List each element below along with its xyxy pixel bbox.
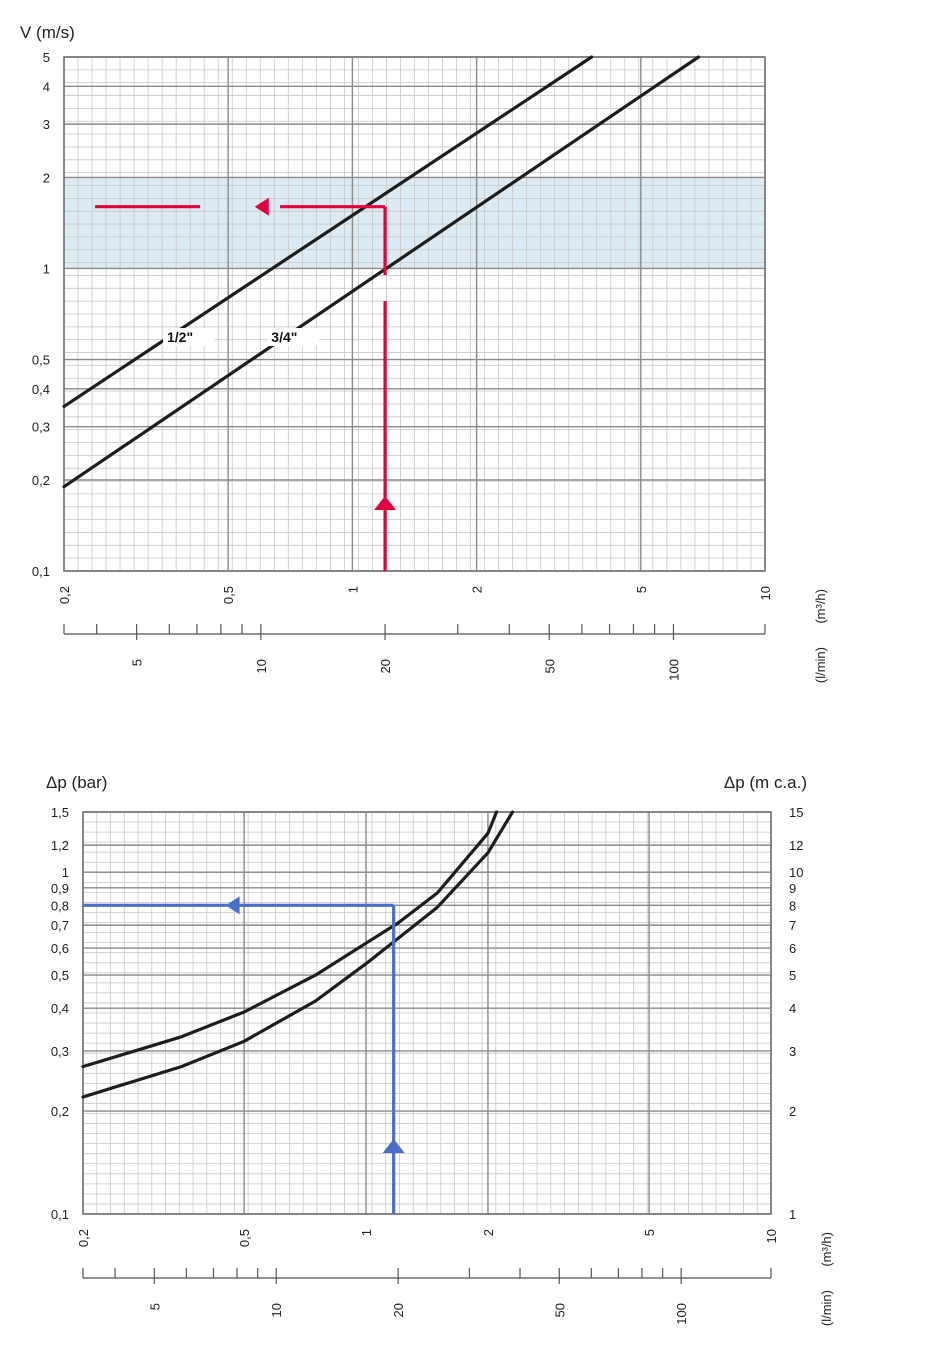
y2-axis-title: Δp (m c.a.) (724, 773, 807, 792)
y2-tick-label: 6 (789, 941, 796, 956)
y2-tick-label: 8 (789, 898, 796, 913)
y2-tick-label: 3 (789, 1044, 796, 1059)
y-tick-label: 0,1 (32, 564, 50, 579)
annotation-arrow-up (374, 496, 397, 510)
y-axis-title: V (m/s) (20, 23, 75, 42)
x2-tick-label: 20 (391, 1303, 406, 1317)
series-label-bg (163, 328, 216, 347)
y-tick-label: 0,1 (51, 1207, 69, 1222)
y-tick-label: 4 (43, 79, 50, 94)
y-tick-label: 0,2 (32, 473, 50, 488)
y-tick-label: 0,3 (32, 420, 50, 435)
y-tick-label: 1,2 (51, 838, 69, 853)
x2-axis-unit: (l/min) (813, 647, 828, 683)
plot-frame (63, 56, 766, 572)
x2-axis-unit: (l/min) (819, 1290, 834, 1326)
y-axis-title: Δp (bar) (46, 773, 107, 792)
y-tick-label: 0,9 (51, 881, 69, 896)
y-tick-label: 0,5 (32, 353, 50, 368)
series-line-1 (81, 810, 499, 1069)
x2-tick-label: 50 (552, 1303, 567, 1317)
y2-tick-label: 15 (789, 805, 803, 820)
y-tick-label: 2 (43, 170, 50, 185)
x-axis-unit: (m³/h) (813, 589, 828, 624)
y2-tick-label: 10 (789, 865, 803, 880)
y-tick-label: 0,8 (51, 898, 69, 913)
x-tick-label: 2 (470, 586, 485, 593)
y-tick-label: 5 (43, 50, 50, 65)
annotation-arrow-left (225, 896, 240, 915)
x-tick-label: 10 (764, 1229, 779, 1243)
x2-tick-label: 50 (542, 659, 557, 673)
y-tick-label: 0,7 (51, 918, 69, 933)
y2-tick-label: 7 (789, 918, 796, 933)
y-tick-label: 3 (43, 117, 50, 132)
x-tick-label: 0,5 (237, 1229, 252, 1247)
series-label: 3/4" (271, 329, 297, 345)
y2-tick-label: 1 (789, 1207, 796, 1222)
series-label-bg (267, 328, 320, 347)
x2-tick-label: 100 (666, 659, 681, 681)
series-label: 1/2" (167, 329, 193, 345)
x2-tick-label: 10 (254, 659, 269, 673)
x2-tick-label: 100 (674, 1303, 689, 1325)
y2-tick-label: 4 (789, 1001, 796, 1016)
annotation-arrow-up (382, 1139, 405, 1153)
x-axis-unit: (m³/h) (819, 1232, 834, 1267)
y2-tick-label: 9 (789, 881, 796, 896)
x-tick-label: 5 (642, 1229, 657, 1236)
y-tick-label: 1 (43, 261, 50, 276)
series-line-1 (62, 55, 594, 408)
y2-tick-label: 12 (789, 838, 803, 853)
x-tick-label: 0,2 (76, 1229, 91, 1247)
series-line-2 (81, 810, 515, 1099)
pressure-drop-chart: 0,10,20,30,40,50,60,70,80,911,21,5123456… (46, 773, 834, 1326)
annotation-arrow-left (254, 197, 269, 216)
x2-tick-label: 10 (269, 1303, 284, 1317)
y-tick-label: 0,2 (51, 1104, 69, 1119)
plot-frame (82, 811, 772, 1215)
x2-tick-label: 20 (378, 659, 393, 673)
x-tick-label: 2 (481, 1229, 496, 1236)
x-tick-label: 1 (359, 1229, 374, 1236)
x2-tick-label: 5 (147, 1303, 162, 1310)
velocity-chart: 1/2" 3/4" 0,1 0,2 0,3 0,4 0,5 1 2 3 4 5 0,2 0,5 1 2 5 10 5… (20, 23, 828, 683)
y-tick-label: 0,4 (32, 382, 50, 397)
y-tick-label: 0,3 (51, 1044, 69, 1059)
x2-tick-label: 5 (130, 659, 145, 666)
y-tick-label: 0,6 (51, 941, 69, 956)
x-tick-label: 10 (758, 586, 773, 600)
y2-tick-label: 2 (789, 1104, 796, 1119)
y-tick-label: 1 (62, 865, 69, 880)
y-tick-label: 0,4 (51, 1001, 69, 1016)
series-line-2 (62, 55, 701, 489)
x-tick-label: 0,5 (221, 586, 236, 604)
x-tick-label: 1 (345, 586, 360, 593)
x-tick-label: 0,2 (57, 586, 72, 604)
y-tick-label: 0,5 (51, 968, 69, 983)
y2-tick-label: 5 (789, 968, 796, 983)
y-tick-label: 1,5 (51, 805, 69, 820)
x-tick-label: 5 (634, 586, 649, 593)
